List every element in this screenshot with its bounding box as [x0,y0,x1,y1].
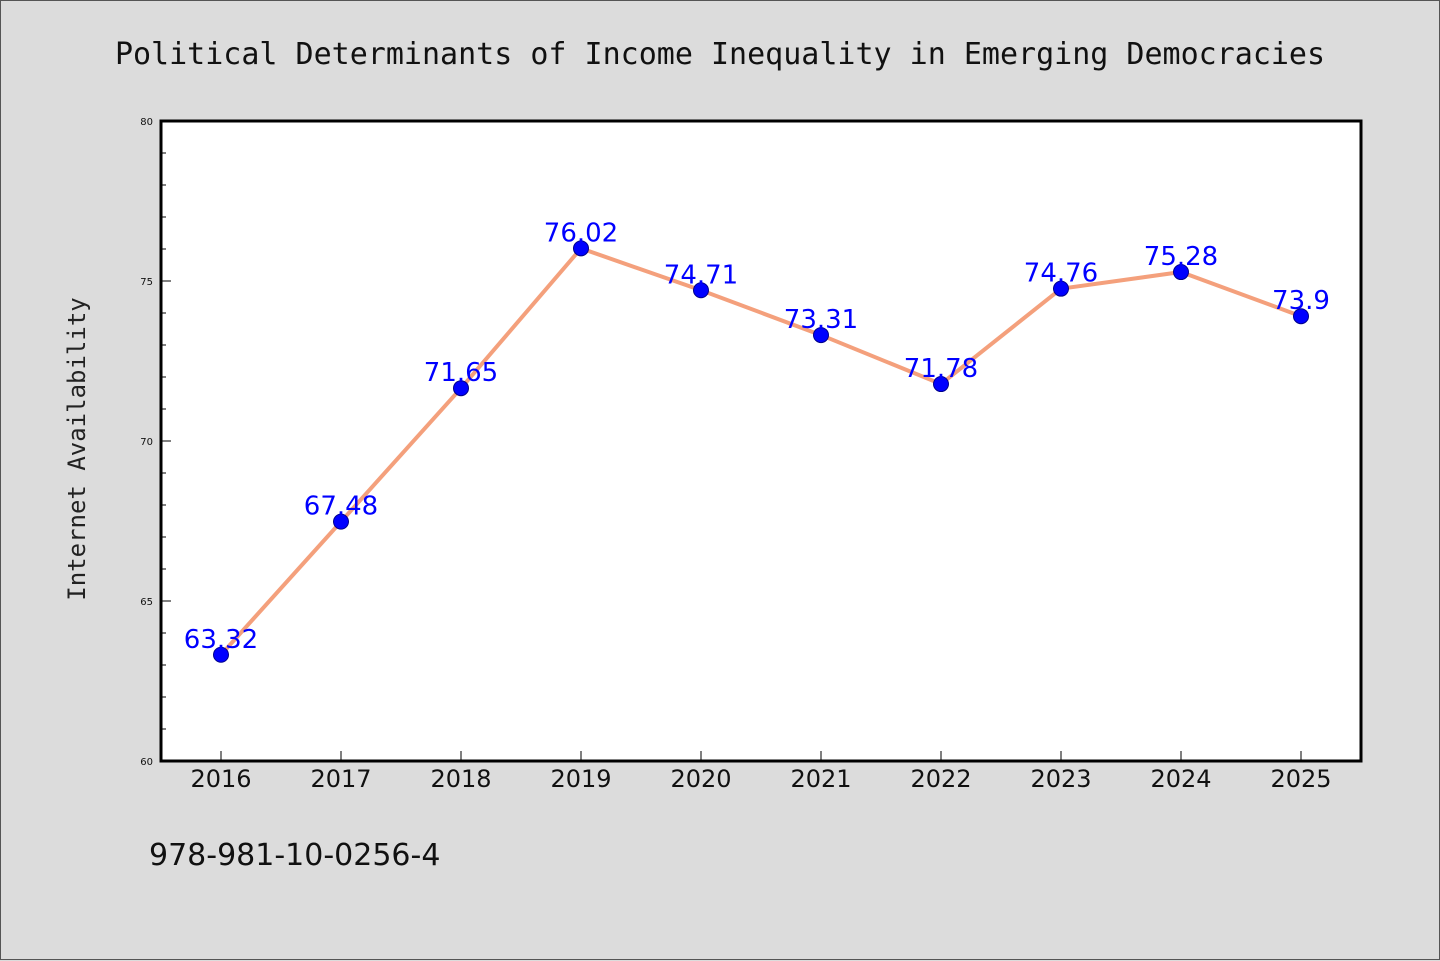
x-tick-label: 2019 [550,765,611,793]
series-layer [213,240,1309,663]
x-tick-label: 2025 [1270,765,1331,793]
data-label: 74.76 [1024,259,1098,289]
y-tick-label: 75 [140,277,153,288]
data-point [213,646,229,663]
plot-frame [159,119,1363,763]
x-tick-label: 2018 [430,765,491,793]
x-tick-label: 2023 [1030,765,1091,793]
data-label: 71.78 [904,354,978,384]
chart-title: Political Determinants of Income Inequal… [115,37,1325,72]
data-label: 74.71 [664,260,738,290]
x-tick-label: 2017 [310,765,371,793]
data-label: 63.32 [184,625,258,655]
x-tick-label: 2022 [910,765,971,793]
data-point [813,327,829,344]
x-tick-label: 2021 [790,765,851,793]
data-point [1053,280,1069,297]
axis-ticks: 60 65 70 75 80 2016 2017 2018 2019 2020 2021 2022 20… [140,117,1331,793]
x-tick-label: 2016 [190,765,251,793]
plot-area [161,121,1361,761]
data-point [573,240,589,257]
x-tick-label: 2024 [1150,765,1211,793]
series-line [219,246,1303,657]
data-label: 75.28 [1144,242,1218,272]
y-tick-label: 65 [140,597,153,608]
data-point [333,513,349,530]
data-point [1173,264,1189,281]
y-tick-label: 60 [140,757,153,768]
data-label: 76.02 [544,218,618,248]
isbn-text: 978-981-10-0256-4 [149,838,440,873]
data-label: 73.31 [784,305,858,335]
data-labels-layer: 63.32 67.48 71.65 76.02 74.71 73.31 71.78 74.76… [184,218,1330,654]
data-point [693,282,709,299]
data-label: 73.9 [1272,286,1330,316]
y-axis-label: Internet Availability [63,297,91,600]
data-point [933,376,949,393]
x-tick-label: 2020 [670,765,731,793]
y-tick-label: 70 [140,437,153,448]
data-point [453,380,469,397]
y-tick-label: 80 [140,117,153,128]
data-label: 71.65 [424,358,498,388]
data-label: 67.48 [304,492,378,522]
data-point [1293,308,1309,325]
